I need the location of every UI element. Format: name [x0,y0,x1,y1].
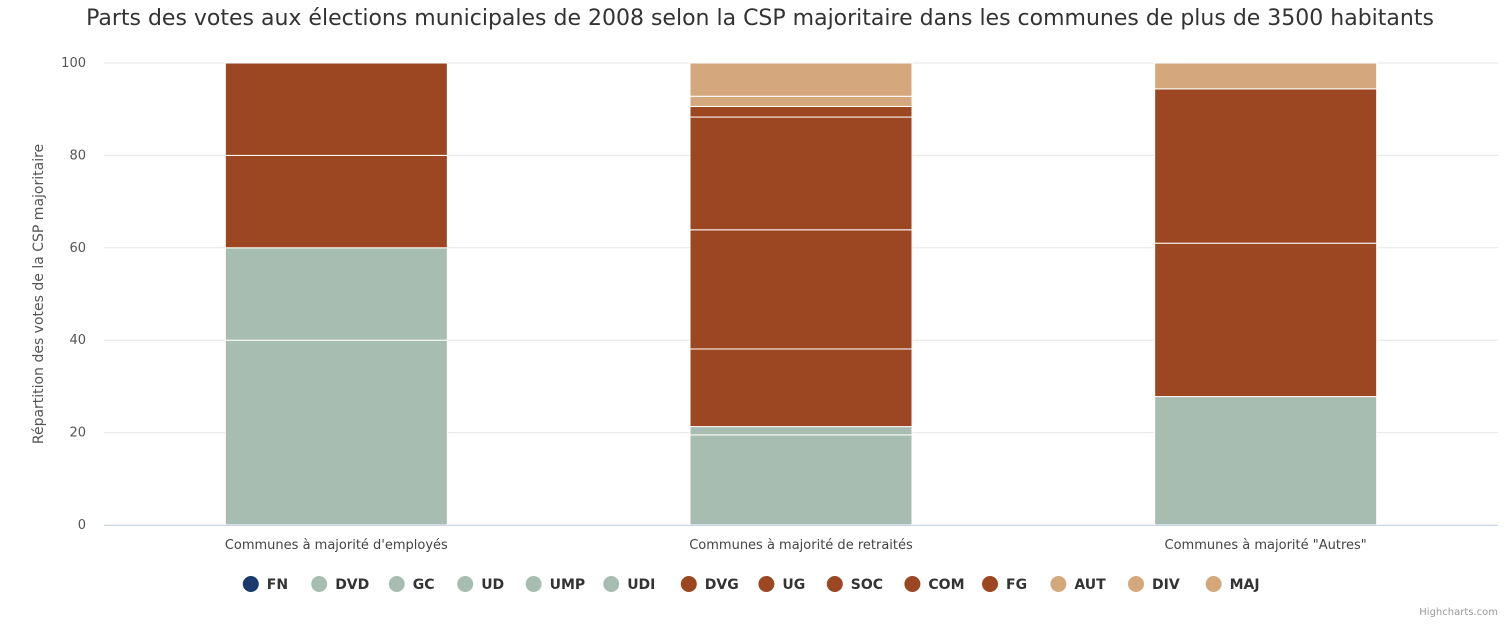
legend-marker [758,576,775,592]
legend-label: FG [1006,577,1027,593]
legend-label: UD [481,577,504,593]
credit-link[interactable]: Highcharts.com [1419,607,1498,618]
bar-segment-dvg [689,348,913,428]
legend: FN DVD GC UD UMP UDI DVG UG SOC COM FG AUT DIV MAJ [242,576,1260,593]
legend-item-soc[interactable]: SOC [826,576,883,593]
legend-label: AUT [1074,577,1106,593]
legend-item-maj[interactable]: MAJ [1205,576,1260,593]
legend-label: UDI [627,577,655,593]
legend-item-ud[interactable]: UD [457,576,504,593]
legend-marker [388,576,405,592]
legend-item-fg[interactable]: FG [982,576,1027,593]
bar-segment-ug [1154,242,1378,398]
y-tick-label: 80 [69,148,86,163]
bar-segment-soc [224,62,448,156]
y-axis-title: Répartition des votes de la CSP majorita… [31,144,47,444]
bar-segment-dvd [689,434,913,526]
legend-item-udi[interactable]: UDI [603,576,655,593]
legend-marker [525,576,542,592]
legend-item-dvg[interactable]: DVG [680,576,739,593]
x-category-label: Communes à majorité de retraités [689,538,913,553]
legend-marker [242,576,259,592]
bar-segment-soc [689,116,913,231]
legend-label: DVG [705,577,739,593]
legend-label: GC [413,577,435,593]
bar-segment-ug [224,154,448,249]
legend-label: UMP [550,577,586,593]
legend-item-com[interactable]: COM [904,576,965,593]
legend-marker [982,576,998,592]
bar-segment-div [1154,62,1378,90]
legend-marker [603,576,620,592]
legend-item-ump[interactable]: UMP [525,576,586,593]
legend-label: FN [267,577,288,593]
y-tick-label: 60 [69,241,86,256]
legend-marker [1050,576,1067,592]
legend-marker [457,576,474,592]
legend-marker [311,576,328,592]
legend-item-gc[interactable]: GC [388,576,435,593]
bar-segment-soc [1154,88,1378,244]
y-tick-label: 20 [69,426,86,441]
bar-segment-aut [689,95,913,107]
legend-marker [1205,576,1222,592]
bar-segment-ump [224,247,448,341]
legend-item-ug[interactable]: UG [758,576,805,593]
legend-marker [904,576,921,592]
legend-item-div[interactable]: DIV [1128,576,1180,593]
legend-marker [1128,576,1144,592]
legend-item-aut[interactable]: AUT [1050,576,1106,593]
legend-item-fn[interactable]: FN [242,576,288,593]
x-category-label: Communes à majorité d'employés [225,538,448,553]
legend-marker [680,576,697,592]
y-tick-label: 100 [61,56,86,71]
bars-group [224,62,1378,526]
legend-label: COM [928,577,964,593]
legend-label: MAJ [1230,577,1260,593]
legend-label: DVD [335,577,369,593]
bar-segment-dvd [224,339,448,526]
bar-segment-div [689,62,913,97]
bar-segment-ump [1154,396,1378,526]
legend-item-dvd[interactable]: DVD [311,576,369,593]
legend-label: UG [782,577,805,593]
bar-segment-com [689,105,913,118]
bar-segment-ug [689,229,913,350]
y-tick-label: 40 [69,333,86,348]
bar-segment-ump [689,426,913,436]
x-category-label: Communes à majorité "Autres" [1165,538,1367,553]
legend-marker [826,576,843,592]
legend-label: DIV [1152,577,1180,593]
y-tick-label: 0 [78,518,86,533]
legend-label: SOC [851,577,883,593]
chart-title: Parts des votes aux élections municipale… [86,6,1434,31]
